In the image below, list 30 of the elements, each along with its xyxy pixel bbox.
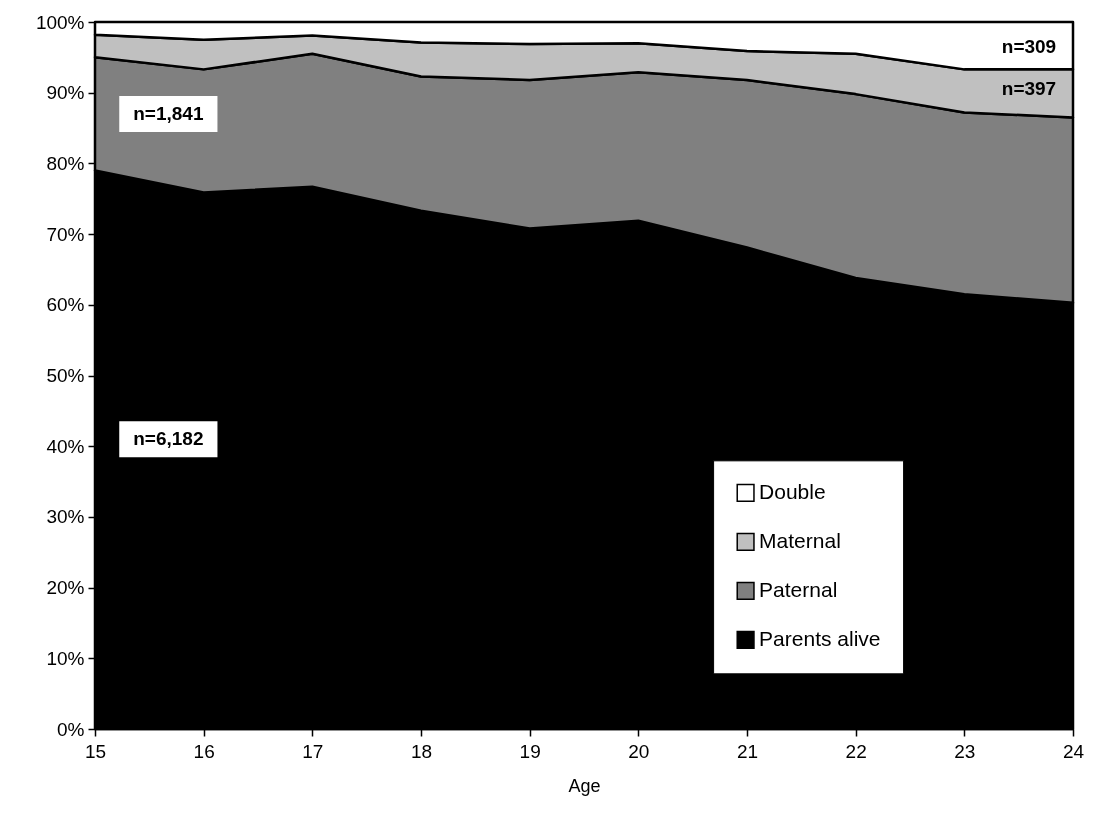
legend-label: Parents alive [759, 626, 881, 650]
x-tick-label: 22 [845, 740, 867, 762]
y-tick-label: 100% [35, 11, 85, 33]
annotation: n=397 [1001, 78, 1057, 100]
x-tick-label: 15 [84, 740, 107, 762]
y-tick-label: 70% [46, 223, 85, 245]
y-tick-label: 10% [46, 647, 85, 669]
x-tick-label: 16 [193, 740, 215, 762]
y-tick-label: 80% [46, 152, 85, 174]
x-tick-label: 17 [302, 740, 324, 762]
y-tick-label: 20% [46, 577, 85, 599]
y-tick-label: 30% [46, 506, 85, 528]
x-axis-title: Age [568, 775, 601, 796]
annotation: n=6,182 [133, 428, 204, 450]
legend-label: Double [759, 479, 826, 503]
y-tick-label: 60% [46, 294, 85, 316]
annotation: n=1,841 [133, 102, 204, 124]
y-tick-label: 0% [57, 718, 85, 740]
x-tick-label: 19 [519, 740, 541, 762]
legend-label: Maternal [759, 528, 841, 552]
y-tick-label: 90% [46, 82, 85, 104]
y-tick-label: 40% [46, 435, 85, 457]
y-tick-label: 50% [46, 365, 85, 386]
x-tick-label: 20 [628, 740, 650, 762]
x-tick-label: 23 [954, 740, 976, 762]
annotation: n=309 [1001, 35, 1057, 57]
x-tick-label: 18 [410, 740, 433, 762]
x-tick-label: 21 [736, 740, 759, 762]
x-tick-label: 24 [1062, 740, 1085, 762]
legend-label: Paternal [759, 577, 838, 601]
